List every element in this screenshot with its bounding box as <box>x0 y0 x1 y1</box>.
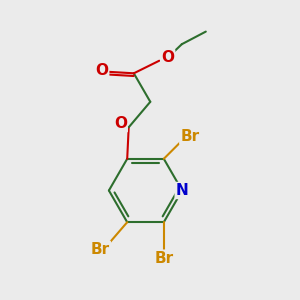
Text: Br: Br <box>180 129 200 144</box>
Text: O: O <box>95 63 108 78</box>
Text: O: O <box>161 50 174 65</box>
Text: O: O <box>114 116 127 131</box>
Text: N: N <box>176 183 188 198</box>
Text: Br: Br <box>154 251 173 266</box>
Text: Br: Br <box>91 242 110 257</box>
